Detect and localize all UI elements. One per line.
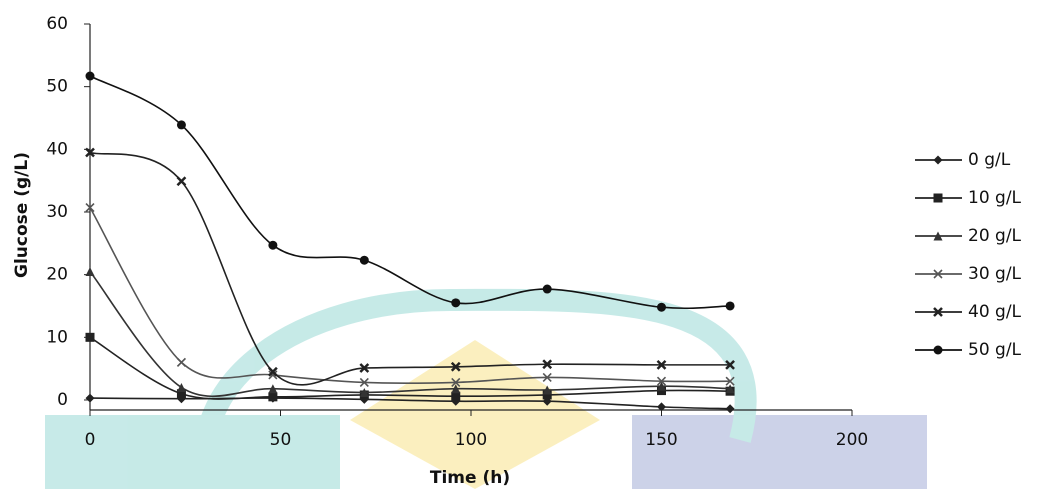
legend-label: 40 g/L — [968, 302, 1022, 322]
x-tick-label: 100 — [455, 430, 487, 450]
marker — [177, 358, 185, 366]
marker — [86, 267, 95, 276]
series-line — [90, 76, 730, 308]
x-tick-label: 50 — [270, 430, 292, 450]
x-axis-title: Time (h) — [430, 468, 510, 488]
marker — [86, 333, 95, 342]
marker — [268, 392, 277, 401]
y-axis-title: Glucose (g/L) — [12, 152, 32, 278]
marker — [934, 346, 943, 355]
legend-label: 10 g/L — [968, 188, 1022, 208]
x-tick-label: 150 — [645, 430, 677, 450]
marker — [86, 72, 95, 81]
chart: Time (h) Glucose (g/L) 0 10 20 30 40 50 60 0 50 1… — [0, 0, 1040, 489]
marker — [726, 404, 735, 413]
marker — [934, 156, 943, 165]
y-tick-label: 60 — [46, 14, 68, 34]
series-line — [90, 272, 730, 397]
legend-label: 0 g/L — [968, 150, 1011, 170]
y-tick-label: 10 — [46, 327, 68, 347]
y-tick-label: 40 — [46, 139, 68, 159]
x-tick-label: 200 — [836, 430, 868, 450]
marker — [451, 298, 460, 307]
marker — [934, 194, 943, 203]
y-tick-label: 30 — [46, 202, 68, 222]
y-tick-label: 0 — [57, 390, 68, 410]
y-tick-label: 20 — [46, 265, 68, 285]
x-tick-label: 0 — [85, 430, 96, 450]
marker — [177, 120, 186, 129]
marker — [268, 241, 277, 250]
legend-label: 50 g/L — [968, 340, 1022, 360]
marker — [86, 394, 95, 403]
series-line — [90, 152, 730, 384]
marker — [543, 285, 552, 294]
marker — [726, 301, 735, 310]
legend-label: 20 g/L — [968, 226, 1022, 246]
marker — [657, 303, 666, 312]
legend-label: 30 g/L — [968, 264, 1022, 284]
marker — [360, 256, 369, 265]
y-tick-label: 50 — [46, 77, 68, 97]
marker — [177, 177, 185, 185]
